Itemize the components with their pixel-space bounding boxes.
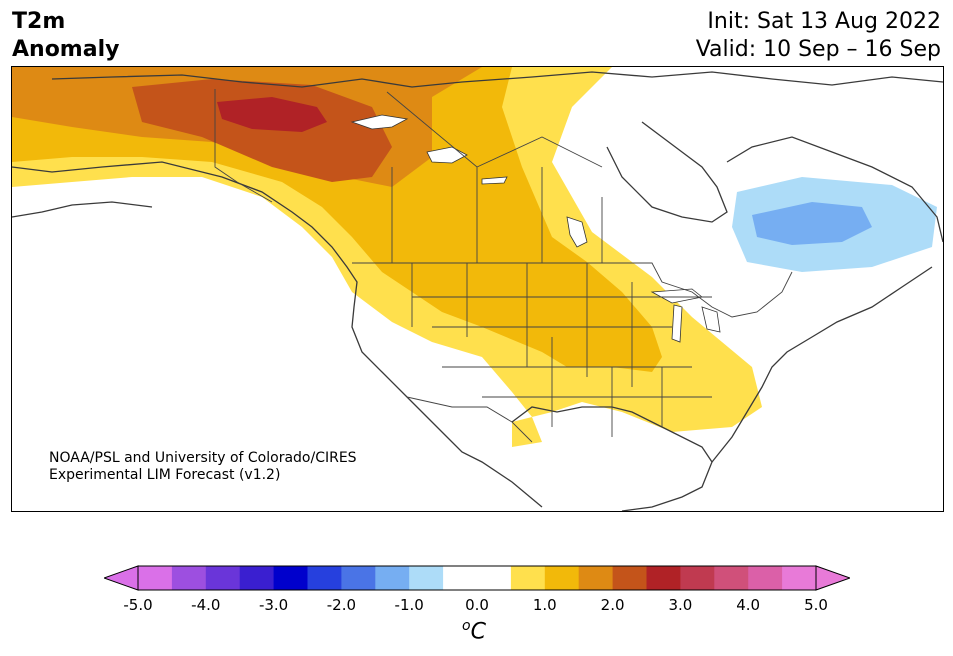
state-lines <box>411 263 712 437</box>
colorbar-extend-min <box>102 565 139 591</box>
lake-michigan <box>671 304 683 343</box>
map-credit: NOAA/PSL and University of Colorado/CIRE… <box>49 450 357 484</box>
coastlines <box>12 71 943 511</box>
colorbar-tick-label: 1.0 <box>532 596 557 614</box>
colorbar-tick-label: -3.0 <box>258 596 289 614</box>
colorbar-swatch <box>714 566 749 590</box>
colorbar-tick-label: -2.0 <box>326 596 357 614</box>
map-canvas <box>12 67 943 511</box>
colorbar-swatch <box>612 566 647 590</box>
colorbar-swatch <box>171 566 207 590</box>
arctic-coast <box>51 71 943 88</box>
colorbar-swatch <box>646 566 681 590</box>
credit-line-2: Experimental LIM Forecast (v1.2) <box>49 467 281 483</box>
colorbar-swatch <box>341 566 376 590</box>
hudson-bay <box>606 121 728 223</box>
colorbar-tick-label: -1.0 <box>394 596 424 614</box>
colorbar-tick-label: 2.0 <box>600 596 625 614</box>
anomaly-cold-medium <box>752 202 872 245</box>
title-variable: T2m <box>12 9 66 34</box>
colorbar-tick-label: 3.0 <box>668 596 693 614</box>
lakes <box>350 114 721 343</box>
colorbar-swatch <box>409 566 444 590</box>
colorbar-swatch <box>239 566 275 590</box>
anomaly-3p0-region <box>217 97 327 132</box>
us-mexico-border <box>406 396 533 443</box>
init-date: Init: Sat 13 Aug 2022 <box>707 9 941 34</box>
colorbar-swatch <box>205 566 241 590</box>
colorbar-tick-label: 5.0 <box>804 596 828 614</box>
anomaly-1p0-region <box>12 67 662 372</box>
colorbar-swatch <box>443 566 478 590</box>
forecast-dates: Init: Sat 13 Aug 2022 Valid: 10 Sep – 16… <box>696 8 941 64</box>
units-superscript: o <box>462 618 471 634</box>
colorbar-swatch <box>307 566 342 590</box>
colorbar-swatch <box>680 566 715 590</box>
units-label: oC <box>462 618 486 644</box>
colorbar-swatch <box>477 566 512 590</box>
colorbar-tick-label: 4.0 <box>736 596 761 614</box>
colorbar-swatch <box>375 566 410 590</box>
colorbar-extend-max <box>815 565 852 591</box>
alaska-peninsula <box>12 201 153 218</box>
colorbar-swatch <box>138 566 173 590</box>
great-bear-lake <box>426 146 468 164</box>
colorbar-tick-label: 0.0 <box>465 596 489 614</box>
anomaly-2p5-region <box>132 79 392 182</box>
map-title: T2m Anomaly <box>12 8 119 64</box>
units-main: C <box>470 619 486 645</box>
provincial-lines <box>386 91 603 263</box>
credit-line-1: NOAA/PSL and University of Colorado/CIRE… <box>49 450 357 466</box>
colorbar-tick-label: -5.0 <box>123 596 153 614</box>
title-anomaly: Anomaly <box>12 37 120 62</box>
colorbar-tick-label: -4.0 <box>191 596 221 614</box>
atlantic-coast <box>711 266 933 463</box>
labrador-coast <box>726 136 943 243</box>
colorbar <box>102 565 852 595</box>
great-slave-lake <box>350 114 409 130</box>
colorbar-swatch <box>578 566 614 590</box>
anomaly-fields <box>12 67 937 447</box>
alaska-canada-border <box>214 89 273 203</box>
valid-range: Valid: 10 Sep – 16 Sep <box>695 37 941 62</box>
colorbar-border <box>137 565 817 591</box>
political-borders <box>214 89 793 443</box>
us-canada-border <box>352 262 793 318</box>
colorbar-swatch <box>273 566 308 590</box>
colorbar-swatch <box>782 566 817 590</box>
colorbar-swatch <box>748 566 783 590</box>
colorbar-swatch <box>510 566 546 590</box>
lake-athabasca <box>481 176 508 185</box>
lake-winnipeg <box>566 216 588 248</box>
lake-huron <box>701 306 721 333</box>
colorbar-swatches <box>102 565 852 591</box>
colorbar-swatch <box>544 566 580 590</box>
pacific-coast <box>12 161 543 508</box>
anomaly-map: NOAA/PSL and University of Colorado/CIRE… <box>11 66 944 512</box>
